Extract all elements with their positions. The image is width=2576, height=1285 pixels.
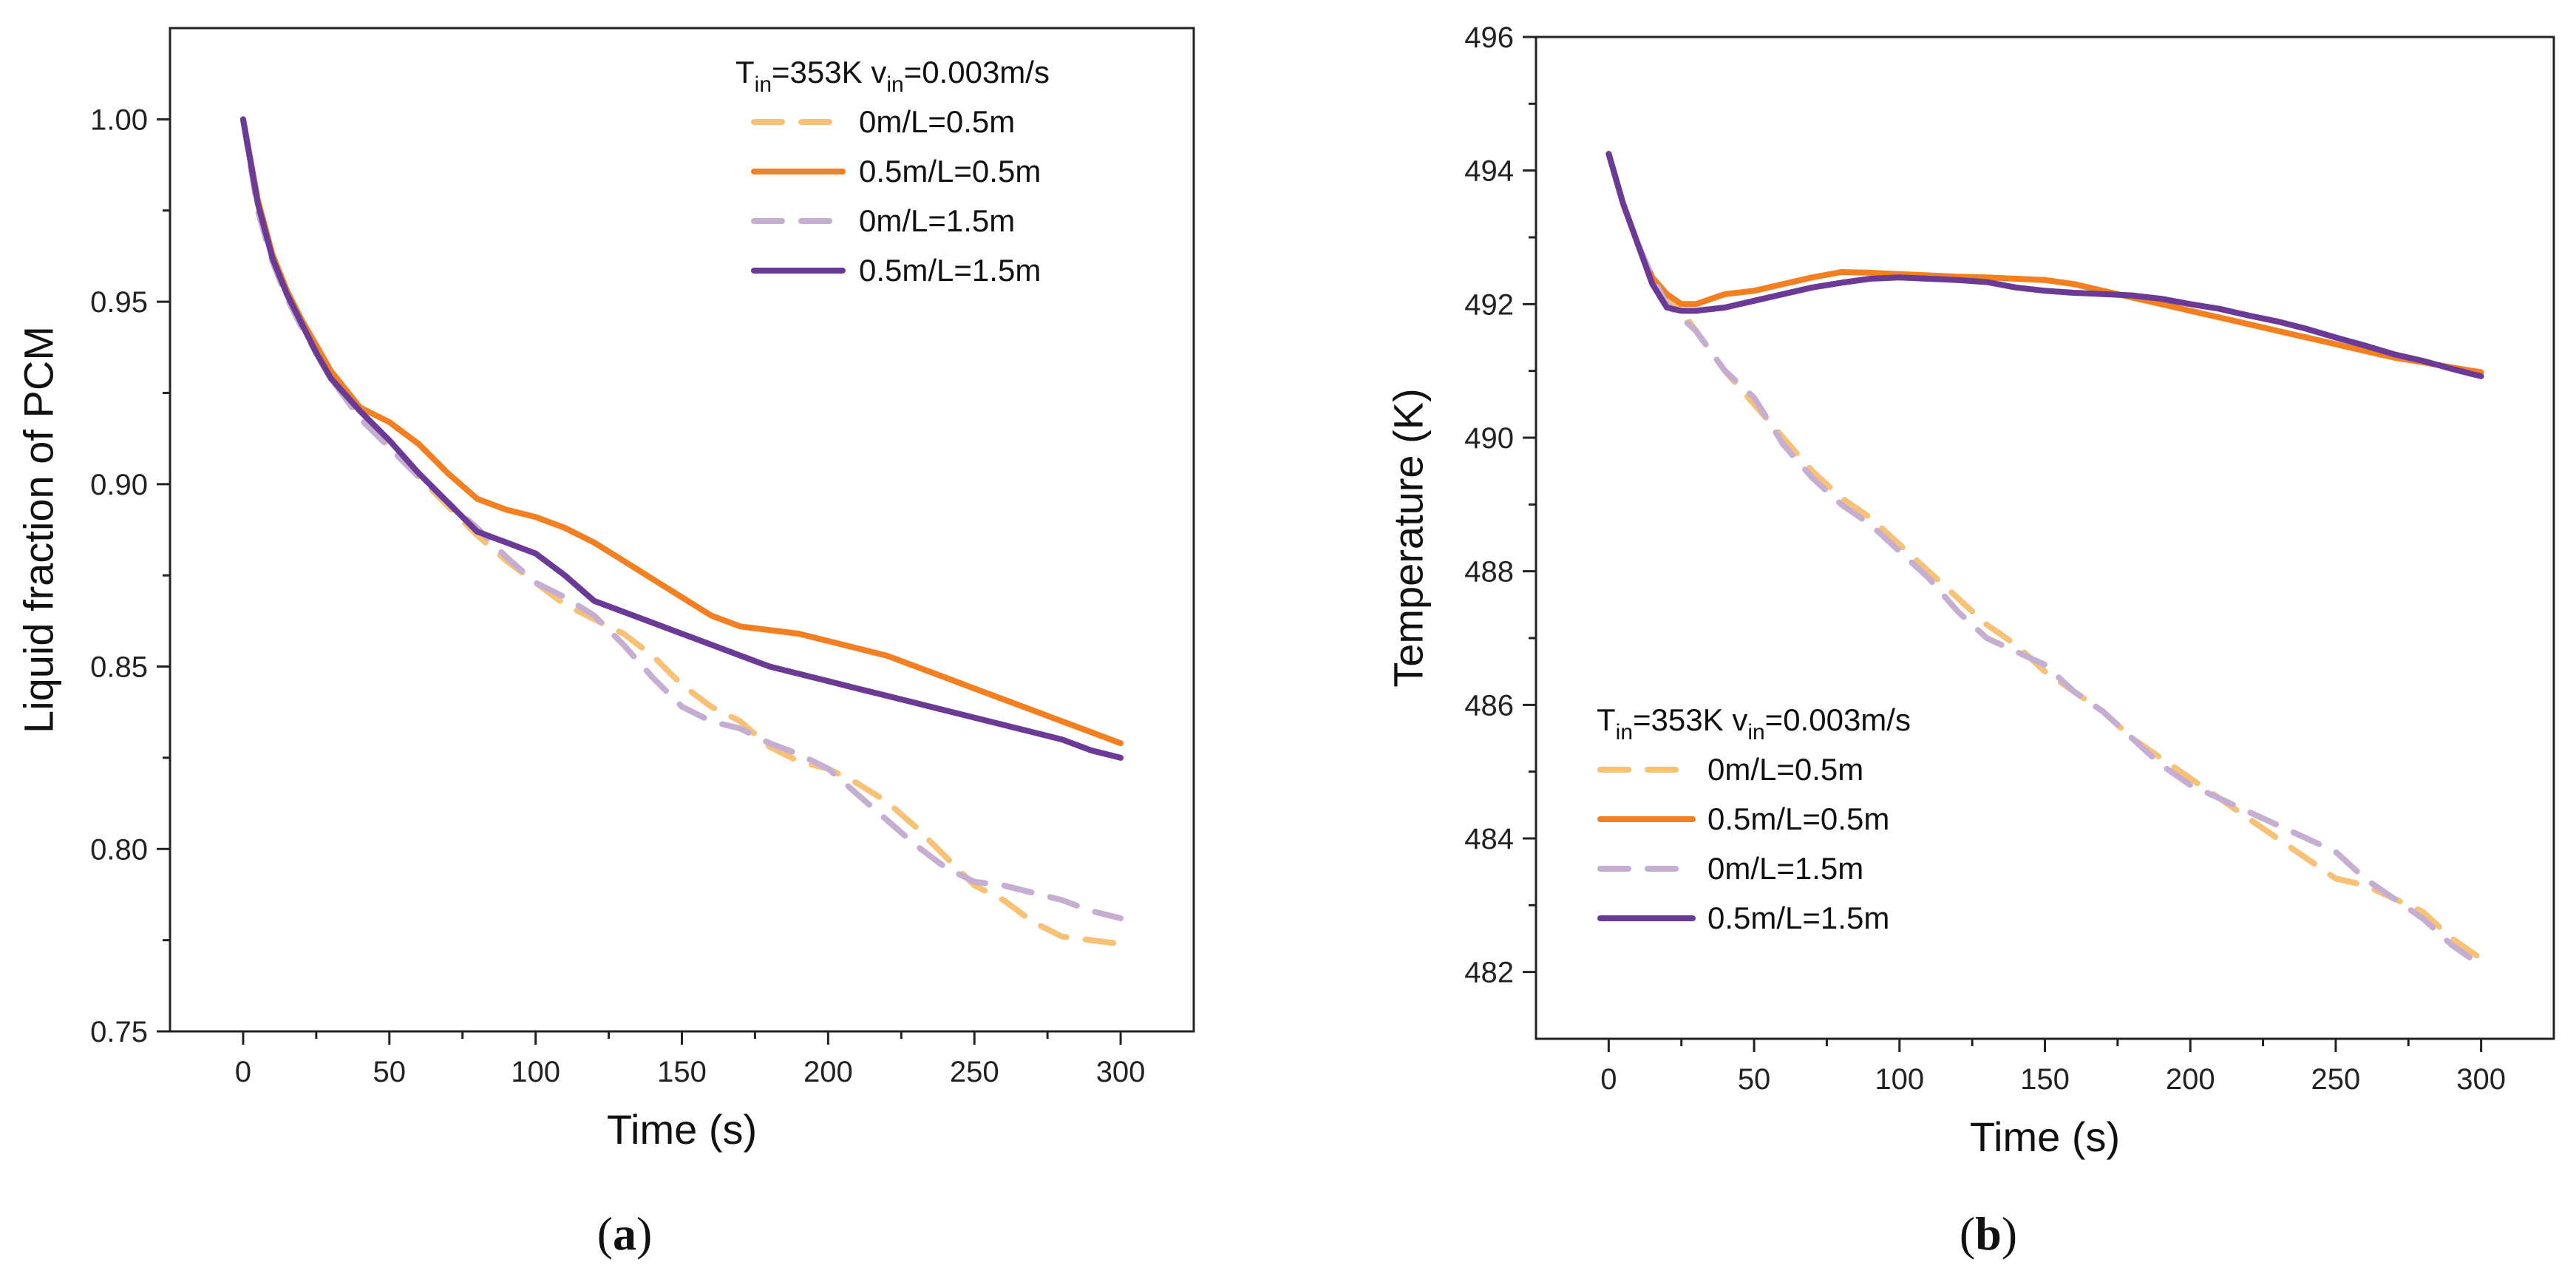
y-tick-label: 482 [1464, 957, 1514, 989]
x-tick-label: 150 [657, 1056, 707, 1088]
x-tick-label: 100 [511, 1056, 560, 1088]
legend-condition-text: =0.003m/s [1765, 702, 1911, 737]
y-tick-label: 1.00 [90, 104, 148, 136]
legend-subscript: in [755, 72, 772, 97]
y-tick-label: 0.75 [90, 1016, 148, 1048]
series-line [1605, 151, 2484, 379]
legend-label: 0m/L=1.5m [859, 203, 1015, 238]
panel-label-letter: b [1975, 1207, 2002, 1260]
series-line [239, 116, 1124, 921]
legend-label: 0m/L=1.5m [1707, 851, 1863, 886]
y-tick-label: 494 [1464, 155, 1514, 188]
panel-label-paren: ) [2002, 1207, 2017, 1260]
legend-condition-text: =0.003m/s [904, 55, 1050, 89]
legend: Tin=353K vin=0.003m/s0m/L=0.5m0.5m/L=0.5… [735, 55, 1050, 288]
y-tick-label: 488 [1464, 556, 1514, 589]
x-tick-label: 200 [803, 1056, 853, 1088]
x-tick-label: 0 [1600, 1063, 1617, 1096]
legend-label: 0m/L=0.5m [1707, 752, 1863, 787]
legend-label: 0.5m/L=1.5m [859, 253, 1041, 288]
legend-condition-text: v [1732, 702, 1747, 737]
legend: Tin=353K vin=0.003m/s0m/L=0.5m0.5m/L=0.5… [1597, 702, 1911, 935]
x-tick-label: 50 [373, 1056, 407, 1088]
legend-condition-text: T [735, 55, 755, 89]
y-tick-label: 490 [1464, 422, 1514, 455]
y-tick-label: 484 [1464, 823, 1514, 855]
panel-label-paren: ( [597, 1207, 613, 1260]
panel-label-paren: ) [636, 1207, 652, 1260]
x-axis-title: Time (s) [1970, 1113, 2120, 1160]
x-tick-label: 150 [2020, 1063, 2070, 1096]
chart-panel-b: 0 50 100 150 200 250 300 482 484 486 488 490 492 494 4… [1385, 21, 2555, 1260]
series-line [239, 116, 1124, 747]
legend-label: 0.5m/L=1.5m [1707, 901, 1889, 935]
x-tick-label: 250 [2311, 1063, 2361, 1096]
y-tick-label: 0.85 [90, 651, 148, 684]
legend-subscript: in [1747, 720, 1764, 745]
panel-label: (b) [1960, 1207, 2017, 1260]
series-line [1605, 151, 2484, 962]
legend-condition-text: v [871, 55, 886, 89]
panel-label-letter: a [613, 1207, 636, 1260]
x-tick-label: 100 [1875, 1063, 1924, 1096]
legend-subscript: in [1616, 720, 1633, 745]
series-line [1605, 151, 2484, 969]
y-tick-label: 0.90 [90, 469, 148, 501]
series-line [1605, 151, 2484, 376]
legend-condition: Tin=353K vin=0.003m/s [735, 55, 1050, 97]
series-line [239, 116, 1124, 947]
legend-condition-text: =353K [1633, 702, 1732, 737]
x-tick-label: 300 [2456, 1063, 2506, 1096]
y-axis-title: Liquid fraction of PCM [16, 326, 62, 733]
y-tick-label: 0.80 [90, 833, 148, 866]
x-tick-label: 50 [1738, 1063, 1771, 1096]
legend-label: 0.5m/L=0.5m [859, 154, 1041, 189]
legend-condition: Tin=353K vin=0.003m/s [1597, 702, 1911, 745]
series-line [239, 116, 1124, 761]
x-tick-label: 200 [2166, 1063, 2215, 1096]
y-tick-label: 492 [1464, 288, 1514, 321]
y-tick-label: 0.95 [90, 286, 148, 319]
legend-subscript: in [886, 72, 903, 97]
x-tick-label: 0 [235, 1056, 251, 1088]
x-tick-label: 250 [950, 1056, 999, 1088]
y-tick-label: 486 [1464, 689, 1514, 722]
legend-label: 0m/L=0.5m [859, 104, 1015, 139]
y-tick-label: 496 [1464, 21, 1514, 54]
legend-label: 0.5m/L=0.5m [1707, 801, 1889, 836]
panel-label-paren: ( [1960, 1207, 1975, 1260]
x-axis-title: Time (s) [607, 1106, 757, 1153]
panel-label: (a) [597, 1207, 653, 1260]
x-tick-label: 300 [1096, 1056, 1146, 1088]
chart-panel-a: 0 50 100 150 200 250 300 0.75 0.80 0.85 0.90 0.95 1.… [16, 27, 1195, 1260]
y-axis-title: Temperature (K) [1385, 388, 1432, 688]
plot-frame [1535, 35, 2555, 1040]
legend-condition-text: T [1597, 702, 1616, 737]
legend-condition-text: =353K [772, 55, 871, 89]
